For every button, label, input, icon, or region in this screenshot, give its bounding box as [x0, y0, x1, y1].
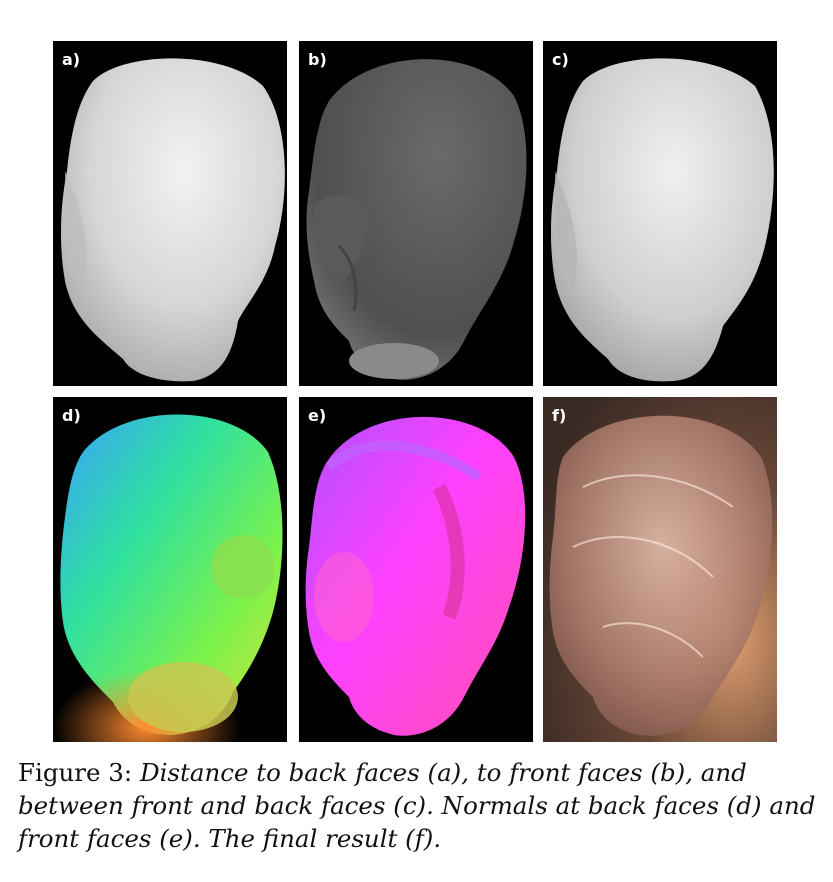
- head-normals-image-e: [305, 416, 526, 736]
- figure-caption-text: Distance to back faces (a), to front fac…: [18, 758, 816, 853]
- figure-caption-label: Figure 3:: [18, 758, 133, 787]
- panel-d-back-normals: d): [53, 397, 287, 742]
- panel-label-d: d): [62, 406, 81, 425]
- head-depth-image-c: [550, 58, 774, 382]
- panel-c-thickness: c): [543, 41, 777, 386]
- panel-label-c: c): [552, 50, 569, 69]
- head-depth-image-a: [60, 58, 285, 382]
- panel-label-e: e): [308, 406, 327, 425]
- figure-caption: Figure 3: Distance to back faces (a), to…: [18, 756, 823, 855]
- panel-e-front-normals: e): [299, 397, 533, 742]
- panel-label-a: a): [62, 50, 81, 69]
- glass-head-render-f: [543, 397, 777, 742]
- panel-b-front-distance: b): [299, 41, 533, 386]
- panel-label-b: b): [308, 50, 327, 69]
- panel-f-final-result: f): [543, 397, 777, 742]
- panel-label-f: f): [552, 406, 567, 425]
- head-normals-image-d: [53, 414, 287, 742]
- panel-a-back-distance: a): [53, 41, 287, 386]
- head-depth-image-b: [306, 59, 527, 380]
